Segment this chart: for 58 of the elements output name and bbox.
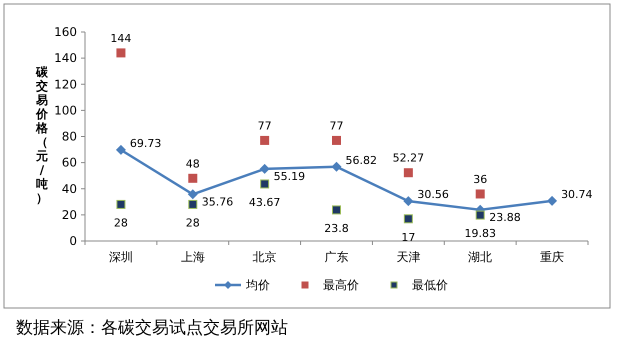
x-tick-label: 重庆 [540,250,564,264]
point [188,174,198,183]
data-label: 56.82 [346,154,377,167]
x-tick-label: 北京 [252,250,277,264]
point [188,200,198,209]
point [260,136,270,145]
y-tick-label: 80 [62,130,77,144]
data-label: 35.76 [202,195,234,208]
point [188,189,198,200]
y-tick-label: 60 [62,156,77,170]
data-label: 52.27 [392,152,424,165]
y-tick-label: 160 [54,25,77,39]
point [404,214,413,224]
x-tick-label: 深圳 [108,250,133,264]
point [116,144,126,155]
y-tick-label: 0 [69,234,77,248]
point [332,162,342,172]
point [403,196,414,206]
legend-label: 最低价 [412,278,448,292]
legend-label: 均价 [245,278,270,292]
point [476,210,485,220]
data-label: 77 [330,119,344,132]
point [547,196,558,206]
legend-label: 最高价 [323,278,359,292]
data-label: 28 [114,216,128,230]
data-label: 23.8 [324,222,349,235]
y-tick-label: 120 [54,77,77,92]
source-note: 数据来源：各碳交易试点交易所网站 [16,318,288,338]
data-label: 55.19 [274,170,306,183]
point [116,48,126,58]
y-tick-label: 20 [62,208,77,222]
x-tick-label: 广东 [324,250,348,264]
point [476,189,485,198]
data-label: 144 [110,32,132,45]
point [260,164,270,174]
point [404,168,413,178]
data-label: 36 [473,172,488,186]
x-tick-label: 天津 [396,250,420,264]
y-tick-label: 140 [54,51,77,66]
point [332,205,341,214]
point [116,200,126,209]
y-tick-label: 40 [62,182,77,196]
data-label: 23.88 [489,210,521,224]
data-label: 30.74 [561,188,593,201]
data-label: 69.73 [130,136,162,150]
data-label: 77 [258,119,272,132]
point [332,136,341,145]
data-label: 30.56 [417,188,449,202]
data-label: 48 [186,157,200,170]
data-label: 19.83 [464,227,496,240]
point [260,179,270,188]
y-tick-label: 100 [54,103,77,118]
data-label: 43.67 [248,196,280,209]
data-label: 17 [401,230,416,244]
data-label: 28 [186,216,200,230]
text: 碳交易价格（元/吨） [36,65,48,205]
x-tick-label: 湖北 [468,250,492,264]
x-tick-label: 上海 [180,250,205,264]
